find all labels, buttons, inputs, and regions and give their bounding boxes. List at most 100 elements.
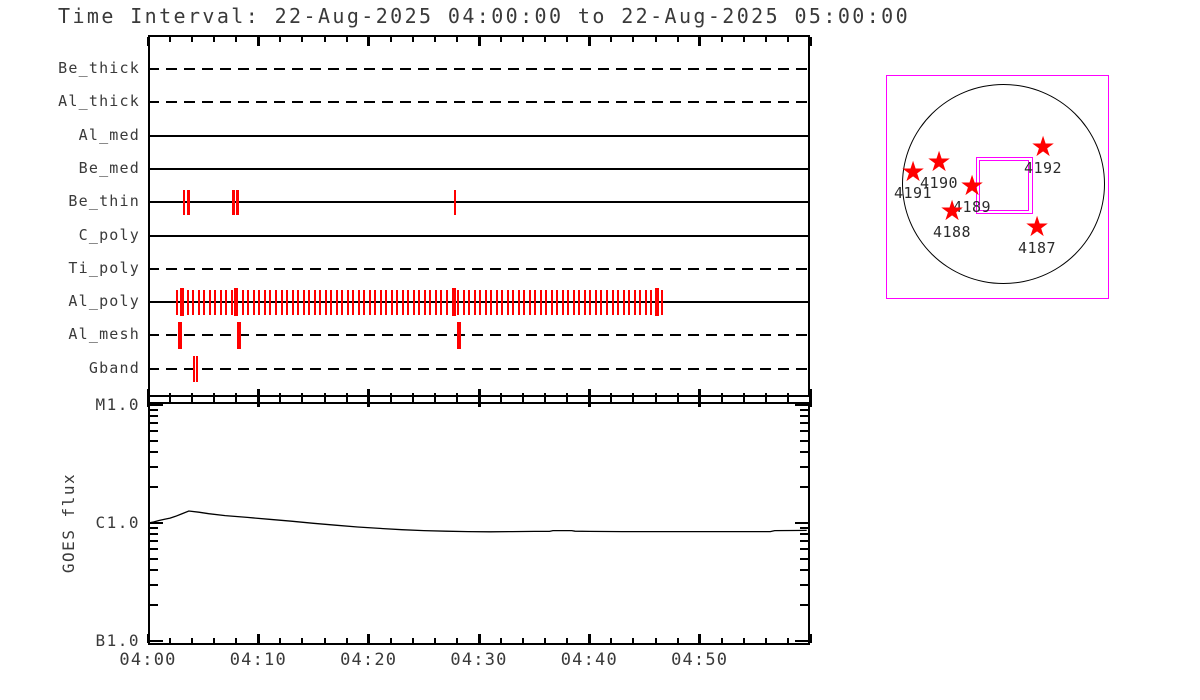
x-tick-label: 04:30 bbox=[450, 650, 508, 670]
filter-line-Gband bbox=[148, 367, 810, 370]
x-minor-tick bbox=[720, 638, 723, 643]
x-tick-label: 04:10 bbox=[229, 650, 287, 670]
exposure-tick-Al_poly bbox=[490, 289, 493, 315]
exposure-tick-Al_poly bbox=[186, 289, 189, 315]
x-major-tick bbox=[587, 37, 591, 46]
x-major-tick bbox=[477, 634, 481, 643]
x-minor-tick bbox=[764, 37, 767, 42]
exposure-tick-Al_poly bbox=[572, 289, 575, 315]
x-minor-tick bbox=[301, 37, 304, 42]
exposure-tick-Al_poly bbox=[457, 289, 460, 315]
exposure-tick-Al_poly bbox=[390, 289, 393, 315]
x-minor-tick bbox=[433, 393, 436, 402]
x-major-tick bbox=[367, 389, 371, 407]
y-minor-tick bbox=[150, 533, 158, 536]
y-major-tick bbox=[795, 404, 808, 406]
exposure-tick-Al_poly bbox=[385, 289, 388, 315]
x-minor-tick bbox=[500, 393, 503, 402]
x-minor-tick bbox=[323, 393, 326, 402]
x-minor-tick bbox=[169, 638, 172, 643]
exposure-tick-Al_poly bbox=[241, 289, 244, 315]
x-major-tick bbox=[698, 37, 702, 46]
active-region-star-icon: ★ bbox=[959, 169, 985, 202]
exposure-tick-Al_poly bbox=[506, 289, 509, 315]
x-minor-tick bbox=[213, 638, 216, 643]
exposure-tick-Al_poly bbox=[605, 289, 608, 315]
filter-label-Be_med: Be_med bbox=[78, 158, 140, 177]
x-minor-tick bbox=[786, 638, 789, 643]
x-major-tick bbox=[256, 37, 260, 46]
x-minor-tick bbox=[455, 638, 458, 643]
x-minor-tick bbox=[301, 393, 304, 402]
y-minor-tick bbox=[800, 415, 808, 418]
x-minor-tick bbox=[169, 393, 172, 402]
xrt-fov-box-inner bbox=[979, 160, 1029, 211]
exposure-tick-Al_poly bbox=[528, 289, 531, 315]
y-minor-tick bbox=[150, 415, 158, 418]
x-minor-tick bbox=[764, 393, 767, 402]
x-minor-tick bbox=[544, 393, 547, 402]
x-major-tick bbox=[367, 634, 371, 643]
exposure-tick-Al_poly bbox=[644, 289, 647, 315]
x-minor-tick bbox=[654, 393, 657, 402]
exposure-tick-Al_poly bbox=[594, 289, 597, 315]
x-minor-tick bbox=[279, 37, 282, 42]
exposure-tick-Al_poly bbox=[578, 289, 581, 315]
exposure-tick-Al_poly bbox=[357, 289, 360, 315]
xrt-fov-box-outer bbox=[976, 157, 1033, 214]
active-region-label: 4188 bbox=[932, 223, 972, 241]
x-minor-tick bbox=[235, 37, 238, 42]
y-minor-tick bbox=[150, 486, 158, 489]
x-minor-tick bbox=[345, 393, 348, 402]
exposure-tick-Be_thin bbox=[182, 189, 186, 215]
exposure-tick-Al_poly bbox=[589, 289, 592, 315]
goes-flux-panel bbox=[146, 402, 812, 645]
y-minor-tick bbox=[150, 527, 158, 530]
filter-line-Al_med bbox=[148, 134, 810, 137]
x-minor-tick bbox=[433, 37, 436, 42]
x-major-tick bbox=[808, 389, 812, 407]
exposure-tick-Al_poly bbox=[197, 289, 200, 315]
filter-line-Be_thick bbox=[148, 68, 810, 70]
filter-label-Be_thin: Be_thin bbox=[68, 192, 140, 211]
filter-label-Be_thick: Be_thick bbox=[58, 59, 140, 77]
exposure-tick-Al_poly bbox=[650, 289, 653, 315]
exposure-tick-Al_poly bbox=[363, 289, 366, 315]
filter-line-Be_thin bbox=[148, 201, 810, 204]
x-minor-tick bbox=[323, 638, 326, 643]
exposure-tick-Al_poly bbox=[274, 289, 277, 315]
exposure-tick-Al_poly bbox=[379, 289, 382, 315]
y-minor-tick bbox=[800, 548, 808, 551]
exposure-tick-Al_poly bbox=[396, 289, 399, 315]
exposure-tick-Al_poly bbox=[234, 288, 239, 317]
x-minor-tick bbox=[566, 393, 569, 402]
x-minor-tick bbox=[235, 638, 238, 643]
x-minor-tick bbox=[742, 638, 745, 643]
filter-line-Al_mesh bbox=[148, 334, 810, 337]
active-region-star-icon: ★ bbox=[926, 145, 952, 178]
exposure-tick-Al_poly bbox=[302, 289, 305, 315]
y-minor-tick bbox=[150, 540, 158, 543]
x-minor-tick bbox=[544, 638, 547, 643]
x-minor-tick bbox=[522, 393, 525, 402]
exposure-tick-Al_poly bbox=[192, 289, 195, 315]
exposure-tick-Al_poly bbox=[446, 289, 448, 315]
exposure-tick-Al_poly bbox=[495, 289, 498, 315]
y-minor-tick bbox=[150, 450, 158, 453]
exposure-tick-Al_poly bbox=[451, 288, 456, 317]
exposure-tick-Al_poly bbox=[341, 289, 344, 315]
y-minor-tick bbox=[800, 430, 808, 433]
exposure-tick-Al_poly bbox=[330, 289, 333, 315]
y-minor-tick bbox=[150, 604, 158, 607]
y-minor-tick bbox=[150, 548, 158, 551]
x-minor-tick bbox=[191, 37, 194, 42]
filter-label-Gband: Gband bbox=[88, 358, 140, 377]
exposure-tick-Al_poly bbox=[617, 289, 620, 315]
exposure-tick-Al_poly bbox=[583, 289, 586, 315]
y-minor-tick bbox=[800, 486, 808, 489]
exposure-tick-Al_poly bbox=[291, 289, 294, 315]
exposure-tick-Al_poly bbox=[280, 289, 283, 315]
x-minor-tick bbox=[213, 393, 216, 402]
goes-ytick-label: B1.0 bbox=[95, 631, 140, 650]
x-major-tick bbox=[477, 389, 481, 407]
